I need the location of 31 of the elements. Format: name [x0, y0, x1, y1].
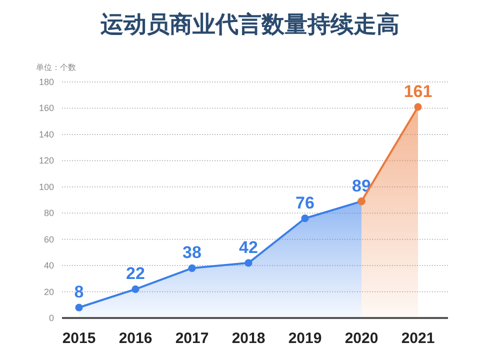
- x-tick-label: 2017: [175, 330, 209, 347]
- point: [75, 304, 83, 312]
- x-tick-label: 2016: [118, 330, 152, 347]
- y-tick-label: 0: [48, 313, 54, 323]
- data-label: 161: [404, 82, 432, 101]
- x-tick-label: 2020: [344, 330, 378, 347]
- y-tick-label: 20: [44, 286, 54, 297]
- point: [188, 264, 196, 272]
- y-tick-label: 80: [44, 208, 54, 218]
- y-tick-label: 40: [44, 260, 54, 271]
- data-label: 8: [74, 282, 84, 302]
- data-label: 22: [126, 264, 145, 284]
- data-label: 42: [239, 238, 258, 257]
- data-label: 38: [182, 243, 202, 262]
- y-axis-title: 单位：个数: [36, 63, 76, 72]
- x-tick-label: 2019: [288, 330, 322, 347]
- y-tick-label: 60: [44, 234, 54, 244]
- point: [301, 214, 309, 222]
- y-tick-label: 180: [38, 77, 54, 87]
- data-label: 76: [296, 193, 314, 212]
- y-tick-label: 160: [38, 103, 54, 114]
- chart-title: 运动员商业代言数量持续走高: [100, 11, 400, 37]
- point: [414, 103, 422, 111]
- x-tick-label: 2015: [62, 330, 96, 347]
- x-tick-label: 2021: [401, 330, 435, 347]
- y-tick-label: 100: [38, 182, 54, 192]
- point: [132, 285, 140, 293]
- y-tick-label: 120: [38, 156, 54, 166]
- y-tick-label: 140: [38, 129, 54, 140]
- point: [244, 259, 252, 267]
- x-tick-label: 2018: [232, 330, 266, 347]
